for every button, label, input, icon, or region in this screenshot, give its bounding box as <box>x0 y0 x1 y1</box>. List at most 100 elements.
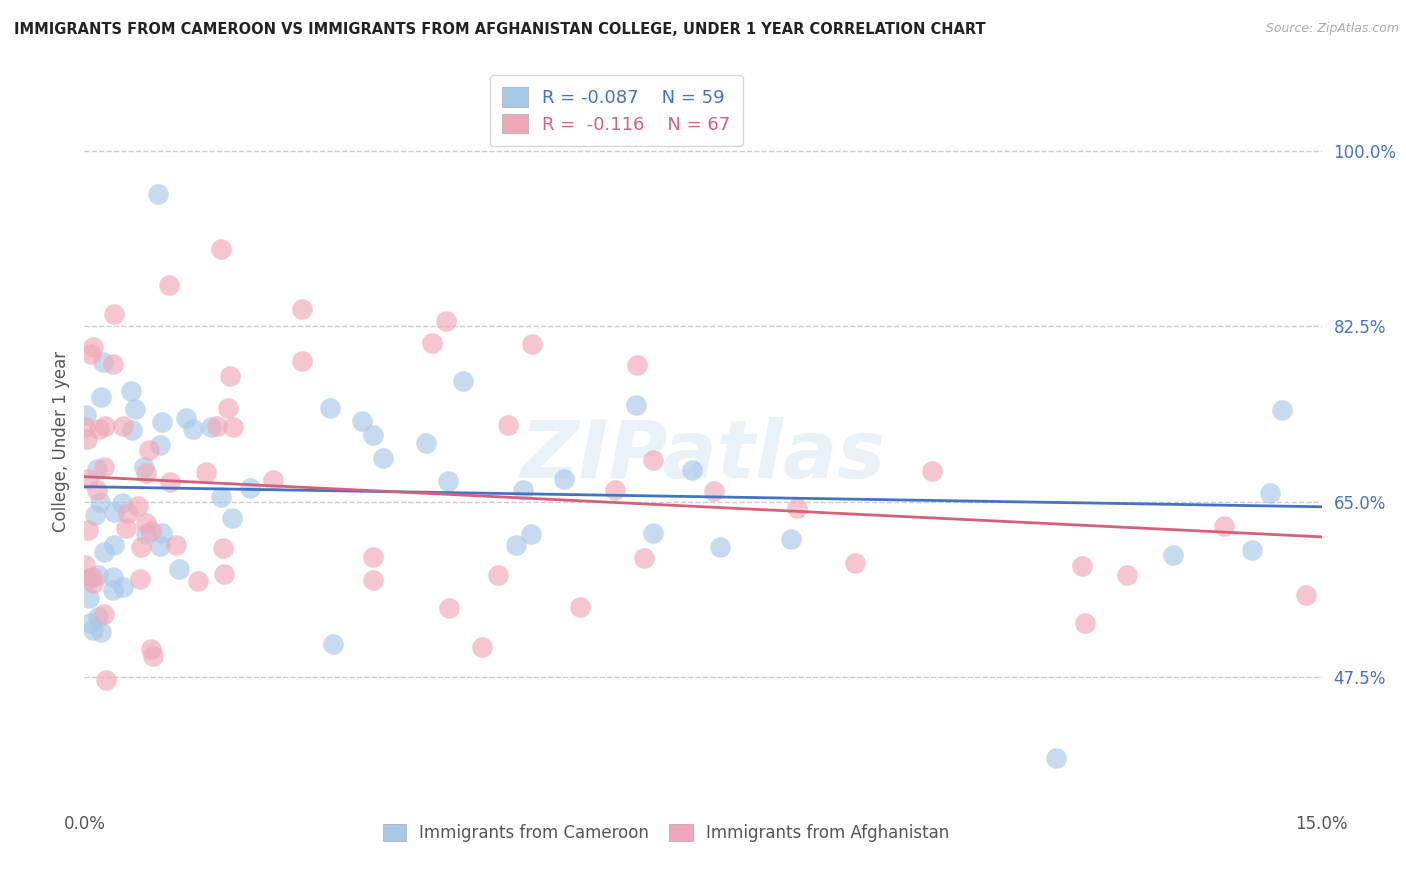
Point <box>127 499 149 513</box>
Point <box>451 375 474 389</box>
Point <box>512 483 534 498</box>
Y-axis label: College, Under 1 year: College, Under 1 year <box>52 351 70 533</box>
Point <box>1212 519 1234 533</box>
Point <box>86 462 108 476</box>
Point <box>633 551 655 566</box>
Point <box>194 465 217 479</box>
Point <box>121 423 143 437</box>
Point <box>132 459 155 474</box>
Point <box>439 601 461 615</box>
Point <box>291 302 314 317</box>
Point <box>681 462 703 476</box>
Point <box>1070 559 1092 574</box>
Point <box>75 409 97 423</box>
Point <box>93 460 115 475</box>
Point <box>135 516 157 530</box>
Point <box>101 570 124 584</box>
Point <box>82 570 104 584</box>
Point <box>420 336 443 351</box>
Point <box>1161 548 1184 562</box>
Point <box>150 526 173 541</box>
Point <box>128 572 150 586</box>
Point <box>117 507 139 521</box>
Point <box>520 527 543 541</box>
Point <box>152 416 174 430</box>
Point <box>77 572 100 586</box>
Point <box>505 537 527 551</box>
Point <box>436 475 458 489</box>
Point <box>86 483 108 498</box>
Point <box>103 537 125 551</box>
Point <box>603 483 626 497</box>
Point <box>82 576 104 591</box>
Point <box>103 307 125 321</box>
Point <box>568 600 591 615</box>
Point <box>73 558 96 573</box>
Point <box>87 568 110 582</box>
Point <box>371 450 394 465</box>
Point <box>149 539 172 553</box>
Point <box>520 337 543 351</box>
Point <box>112 419 135 434</box>
Point <box>217 401 239 415</box>
Point <box>124 402 146 417</box>
Point <box>87 610 110 624</box>
Point <box>641 452 664 467</box>
Point <box>553 472 575 486</box>
Point <box>212 566 235 581</box>
Point <box>291 353 314 368</box>
Point <box>84 508 107 522</box>
Point <box>361 549 384 564</box>
Point <box>174 411 197 425</box>
Point <box>90 390 112 404</box>
Point <box>139 524 162 538</box>
Point <box>921 464 943 478</box>
Point <box>262 473 284 487</box>
Point <box>101 358 124 372</box>
Point <box>322 637 344 651</box>
Point <box>1271 403 1294 417</box>
Point <box>135 466 157 480</box>
Point <box>89 494 111 508</box>
Point <box>486 568 509 582</box>
Point <box>209 490 232 504</box>
Point <box>93 607 115 621</box>
Point <box>187 574 209 589</box>
Point <box>103 505 125 519</box>
Point <box>1074 616 1097 631</box>
Point <box>94 419 117 434</box>
Point <box>112 581 135 595</box>
Point <box>82 340 104 354</box>
Point <box>239 481 262 495</box>
Point <box>221 511 243 525</box>
Point <box>1258 486 1281 500</box>
Point <box>101 582 124 597</box>
Point <box>91 354 114 368</box>
Point <box>139 641 162 656</box>
Point <box>1241 543 1264 558</box>
Point <box>703 484 725 499</box>
Point <box>115 521 138 535</box>
Point <box>211 541 233 555</box>
Point <box>93 545 115 559</box>
Point <box>1295 588 1317 602</box>
Text: IMMIGRANTS FROM CAMEROON VS IMMIGRANTS FROM AFGHANISTAN COLLEGE, UNDER 1 YEAR CO: IMMIGRANTS FROM CAMEROON VS IMMIGRANTS F… <box>14 22 986 37</box>
Point <box>1116 568 1139 582</box>
Point <box>79 591 101 605</box>
Point <box>352 414 374 428</box>
Point <box>318 401 340 415</box>
Point <box>149 438 172 452</box>
Point <box>142 648 165 663</box>
Text: ZIPatlas: ZIPatlas <box>520 417 886 495</box>
Legend: Immigrants from Cameroon, Immigrants from Afghanistan: Immigrants from Cameroon, Immigrants fro… <box>375 817 956 848</box>
Point <box>96 673 118 688</box>
Point <box>415 436 437 450</box>
Point <box>79 616 101 631</box>
Point <box>786 500 808 515</box>
Point <box>471 640 494 654</box>
Point <box>709 540 731 554</box>
Point <box>169 562 191 576</box>
Point <box>80 347 103 361</box>
Point <box>111 496 134 510</box>
Point <box>77 472 100 486</box>
